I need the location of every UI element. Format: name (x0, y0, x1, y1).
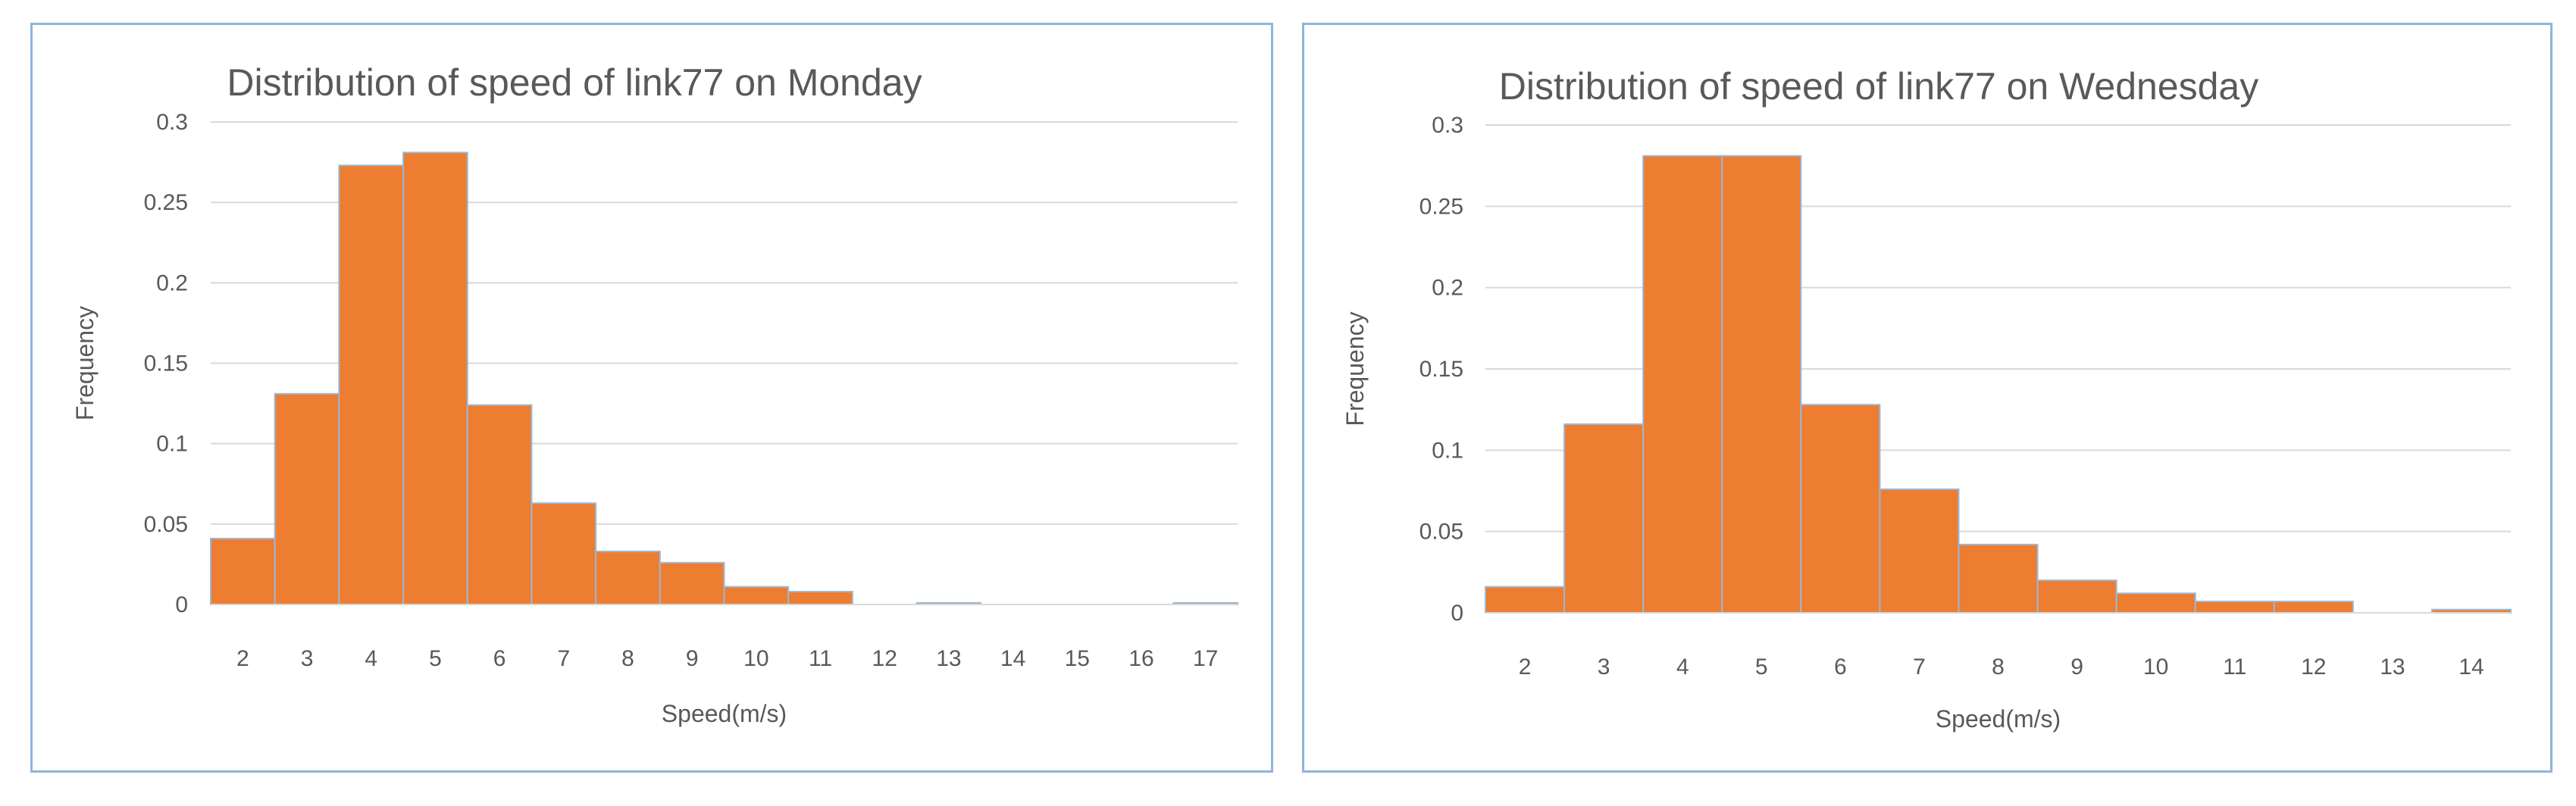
x-tick-label: 14 (2459, 654, 2484, 679)
chart-title: Distribution of speed of link77 on Wedne… (1499, 65, 2258, 108)
x-tick-label: 9 (2071, 654, 2083, 679)
x-tick-label: 6 (1834, 654, 1847, 679)
x-tick-label: 3 (301, 646, 314, 671)
y-tick-label: 0 (1451, 601, 1463, 626)
histogram-bar (531, 502, 597, 605)
x-tick-label: 16 (1128, 646, 1153, 671)
x-axis-label: Speed(m/s) (1936, 705, 2061, 733)
x-tick-label: 11 (809, 646, 832, 671)
y-tick-label: 0.05 (144, 512, 188, 537)
histogram-bar (274, 392, 340, 605)
y-tick-label: 0.1 (1432, 438, 1463, 463)
histogram-bar (723, 586, 790, 605)
histogram-bar (1721, 155, 1802, 614)
x-tick-label: 17 (1193, 646, 1218, 671)
monday-histogram-chart: 0 0.05 0.1 0.15 0.2 0.25 0.3 2 3 4 5 6 7 8 9 10 11 12 13 14… (71, 61, 1238, 727)
x-tick-label: 12 (2301, 654, 2326, 679)
x-tick-label: 7 (557, 646, 570, 671)
y-tick-label: 0.25 (1419, 194, 1463, 219)
x-tick-label: 9 (686, 646, 699, 671)
x-tick-label: 15 (1065, 646, 1090, 671)
histogram-bar (2273, 600, 2354, 614)
chart-panel-monday: 0 0.05 0.1 0.15 0.2 0.25 0.3 2 3 4 5 6 7 8 9 10 11 12 13 14… (30, 23, 1273, 773)
y-tick-label: 0.2 (1432, 276, 1463, 301)
histogram-bar (1879, 488, 1960, 614)
x-tick-label: 4 (1676, 654, 1689, 679)
x-tick-label: 2 (1519, 654, 1532, 679)
histogram-bar (787, 591, 853, 605)
chart-panel-wednesday: 0 0.05 0.1 0.15 0.2 0.25 0.3 2 3 4 5 6 7 8 9 10 11 12 13 14… (1302, 23, 2553, 773)
x-tick-label: 8 (621, 646, 634, 671)
y-axis-label: Frequency (71, 306, 99, 420)
histogram-bar (595, 550, 661, 605)
x-tick-label: 13 (936, 646, 961, 671)
x-tick-label: 12 (872, 646, 897, 671)
y-tick-label: 0.3 (1432, 113, 1463, 138)
histogram-bar (1958, 543, 2039, 614)
x-tick-label: 10 (2143, 654, 2168, 679)
y-tick-label: 0.1 (156, 432, 188, 457)
x-tick-label: 11 (2223, 654, 2246, 679)
y-axis-label: Frequency (1341, 311, 1369, 426)
x-tick-label: 5 (1755, 654, 1768, 679)
x-tick-label: 8 (1992, 654, 2005, 679)
histogram-bar (1485, 586, 1566, 614)
x-tick-label: 7 (1913, 654, 1926, 679)
x-tick-label: 14 (1000, 646, 1025, 671)
x-tick-label: 5 (429, 646, 442, 671)
histogram-bar (1642, 155, 1723, 614)
y-tick-label: 0.3 (156, 110, 188, 135)
histogram-bar (1563, 423, 1645, 614)
x-tick-label: 4 (365, 646, 377, 671)
x-tick-label: 6 (493, 646, 506, 671)
y-tick-label: 0.25 (144, 190, 188, 215)
y-tick-label: 0.05 (1419, 520, 1463, 545)
histogram-bar (2194, 600, 2275, 614)
chart-title: Distribution of speed of link77 on Monda… (227, 61, 922, 104)
x-axis-label: Speed(m/s) (662, 700, 787, 727)
y-tick-label: 0.15 (144, 351, 188, 376)
wednesday-histogram-chart: 0 0.05 0.1 0.15 0.2 0.25 0.3 2 3 4 5 6 7 8 9 10 11 12 13 14… (1341, 65, 2512, 733)
histogram-bar (402, 152, 468, 606)
x-tick-label: 2 (236, 646, 249, 671)
y-tick-label: 0.15 (1419, 357, 1463, 382)
x-tick-label: 10 (743, 646, 768, 671)
histogram-bar (210, 537, 276, 606)
histogram-bar (659, 561, 725, 605)
x-tick-label: 3 (1598, 654, 1610, 679)
histogram-bar (466, 404, 533, 605)
histogram-bar (2115, 592, 2196, 614)
histogram-bar (338, 164, 405, 605)
histogram-bar (1800, 404, 1881, 614)
y-tick-label: 0.2 (156, 270, 188, 295)
y-tick-label: 0 (175, 592, 188, 617)
histogram-bar (2036, 580, 2117, 614)
x-tick-label: 13 (2380, 654, 2405, 679)
